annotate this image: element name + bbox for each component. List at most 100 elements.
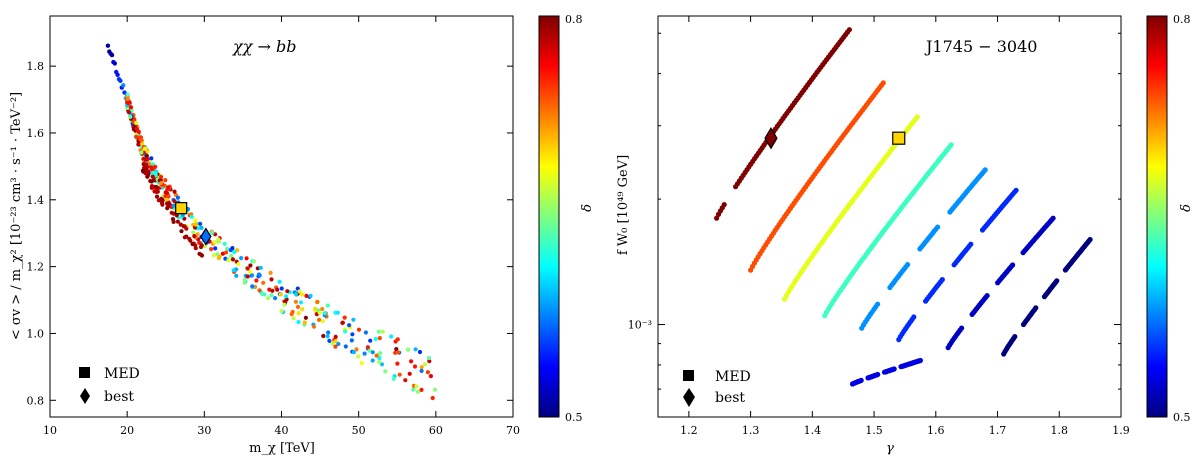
scatter-point	[317, 317, 322, 322]
x-tick-label: 1.9	[1112, 424, 1130, 437]
scatter-point	[303, 315, 308, 320]
x-tick-label: 1.8	[1051, 424, 1069, 437]
scatter-point	[257, 273, 262, 278]
scatter-point	[982, 167, 988, 173]
x-tick-label: 60	[429, 424, 443, 437]
x-tick-label: 20	[120, 424, 134, 437]
scatter-point	[321, 333, 326, 339]
scatter-point	[165, 197, 170, 202]
scatter-point	[295, 304, 301, 309]
scatter-point	[342, 315, 347, 320]
scatter-point	[425, 370, 430, 375]
scatter-point	[254, 278, 259, 283]
scatter-point	[426, 355, 432, 361]
y-tick-label: 1.0	[27, 327, 45, 340]
scatter-point	[356, 354, 361, 359]
scatter-point	[370, 358, 375, 363]
scatter-point	[403, 378, 408, 383]
scatter-point	[285, 289, 290, 294]
scatter-point	[166, 201, 172, 206]
scatter-point	[351, 350, 356, 355]
scatter-point	[273, 296, 278, 301]
scatter-point	[311, 324, 317, 329]
scatter-point	[356, 327, 362, 332]
scatter-point	[380, 329, 385, 334]
scatter-point	[139, 150, 144, 155]
scatter-point	[322, 311, 327, 316]
scatter-point	[251, 259, 257, 264]
left-legend-best-label: best	[104, 389, 134, 405]
scatter-point	[374, 353, 379, 358]
scatter-point	[134, 120, 139, 126]
scatter-point	[145, 157, 150, 162]
scatter-point	[211, 253, 217, 258]
scatter-point	[365, 345, 370, 350]
y-tick-label: 1.6	[27, 127, 45, 140]
scatter-point	[216, 256, 221, 261]
legend-square-icon	[683, 370, 694, 381]
scatter-point	[279, 286, 284, 291]
scatter-point	[226, 258, 231, 263]
scatter-point	[363, 330, 368, 335]
scatter-point	[432, 387, 438, 392]
left-colorbar: 0.8 0.5 δ	[538, 13, 595, 424]
scatter-point	[294, 292, 299, 297]
scatter-point	[377, 360, 382, 365]
scatter-point	[244, 256, 249, 261]
scatter-point	[171, 211, 176, 216]
scatter-point	[163, 178, 168, 183]
scatter-point	[914, 114, 920, 120]
scatter-point	[239, 256, 244, 261]
scatter-point	[428, 374, 433, 379]
scatter-point	[210, 230, 215, 235]
scatter-point	[336, 341, 341, 347]
scatter-point	[880, 80, 886, 86]
scatter-point	[325, 334, 330, 339]
scatter-point	[153, 164, 158, 169]
scatter-point	[367, 348, 372, 353]
scatter-point	[395, 350, 400, 355]
scatter-point	[192, 234, 197, 239]
scatter-point	[220, 251, 225, 256]
x-tick-label: 10	[43, 424, 57, 437]
scatter-point	[409, 359, 414, 364]
scatter-point	[875, 301, 881, 307]
scatter-point	[250, 273, 255, 278]
scatter-point	[193, 218, 198, 223]
scatter-point	[166, 194, 171, 199]
scatter-point	[1054, 278, 1060, 284]
scatter-point	[190, 241, 195, 247]
best-marker	[200, 227, 212, 246]
scatter-point	[222, 241, 227, 246]
scatter-point	[163, 194, 168, 199]
scatter-point	[1087, 236, 1093, 243]
scatter-point	[383, 369, 388, 374]
scatter-point	[302, 320, 307, 325]
scatter-point	[298, 300, 304, 305]
scatter-point	[905, 262, 911, 268]
scatter-point	[248, 263, 253, 268]
scatter-point	[414, 384, 419, 389]
scatter-point	[140, 168, 146, 173]
scatter-point	[231, 268, 236, 273]
x-tick-label: 50	[352, 424, 366, 437]
scatter-point	[232, 249, 237, 255]
scatter-point	[373, 336, 378, 342]
scatter-point	[146, 169, 151, 174]
right-annotation: J1745 − 3040	[924, 37, 1037, 56]
scatter-point	[984, 293, 990, 299]
scatter-point	[340, 320, 345, 325]
scatter-point	[370, 350, 375, 355]
scatter-point	[143, 163, 148, 168]
scatter-point	[397, 372, 402, 377]
scatter-point	[118, 78, 123, 84]
scatter-point	[308, 293, 313, 298]
left-legend: MED best	[79, 366, 140, 405]
right-legend-best-label: best	[715, 390, 745, 406]
scatter-point	[368, 338, 373, 343]
scatter-point	[349, 338, 354, 343]
left-scatter-points	[105, 43, 438, 401]
scatter-point	[142, 146, 148, 151]
scatter-point	[394, 347, 399, 352]
scatter-point	[197, 240, 202, 245]
